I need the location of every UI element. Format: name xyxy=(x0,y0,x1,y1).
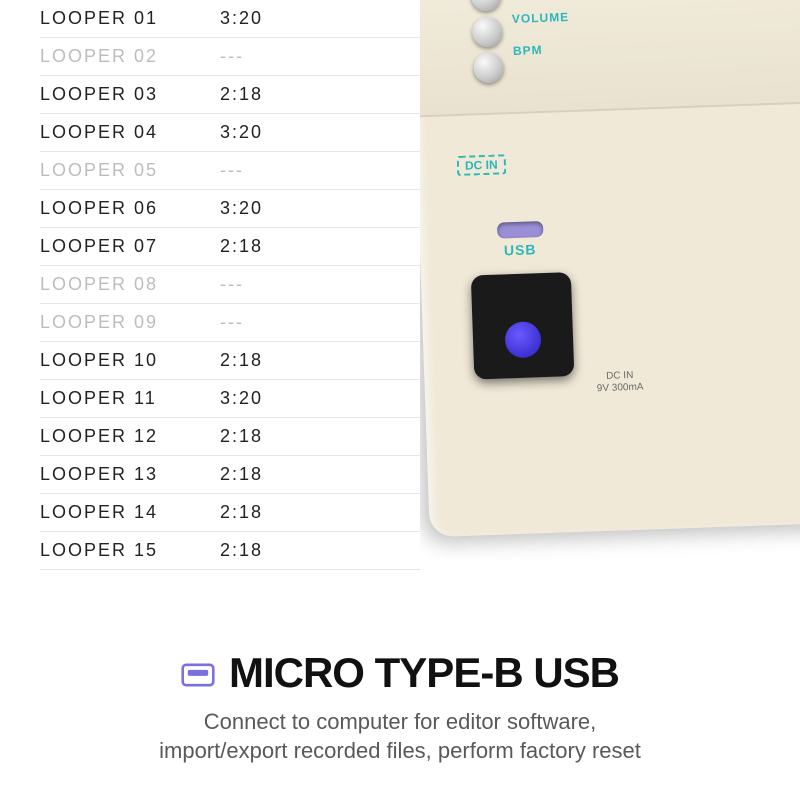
knob-bpm xyxy=(473,52,504,83)
footer-subtitle: Connect to computer for editor software,… xyxy=(0,707,800,766)
looper-name: LOOPER 02 xyxy=(40,46,220,67)
looper-row: LOOPER 152:18 xyxy=(40,532,420,570)
looper-row: LOOPER 013:20 xyxy=(40,0,420,38)
dc-in-label: DC IN xyxy=(457,154,506,176)
looper-name: LOOPER 06 xyxy=(40,198,220,219)
looper-row: LOOPER 072:18 xyxy=(40,228,420,266)
footer-sub-line: Connect to computer for editor software, xyxy=(204,709,597,734)
usb-icon xyxy=(181,649,215,697)
looper-row: LOOPER 02--- xyxy=(40,38,420,76)
footswitch xyxy=(471,272,575,379)
footer-sub-line: import/export recorded files, perform fa… xyxy=(159,738,641,763)
looper-name: LOOPER 15 xyxy=(40,540,220,561)
looper-list: LOOPER 013:20LOOPER 02---LOOPER 032:18LO… xyxy=(40,0,420,570)
knob-volume xyxy=(472,16,503,47)
knob-column xyxy=(470,0,504,83)
looper-time: 3:20 xyxy=(220,388,263,409)
looper-name: LOOPER 14 xyxy=(40,502,220,523)
looper-name: LOOPER 11 xyxy=(40,388,220,409)
looper-row: LOOPER 05--- xyxy=(40,152,420,190)
looper-time: 2:18 xyxy=(220,350,263,371)
looper-time: 3:20 xyxy=(220,122,263,143)
looper-time: 2:18 xyxy=(220,464,263,485)
looper-row: LOOPER 08--- xyxy=(40,266,420,304)
looper-row: LOOPER 113:20 xyxy=(40,380,420,418)
knob-label: VOLUME xyxy=(512,10,570,26)
looper-row: LOOPER 09--- xyxy=(40,304,420,342)
looper-row: LOOPER 043:20 xyxy=(40,114,420,152)
looper-time: 2:18 xyxy=(220,502,263,523)
looper-time: --- xyxy=(220,160,244,181)
looper-name: LOOPER 12 xyxy=(40,426,220,447)
looper-time: 2:18 xyxy=(220,426,263,447)
looper-time: 2:18 xyxy=(220,236,263,257)
looper-row: LOOPER 032:18 xyxy=(40,76,420,114)
looper-name: LOOPER 01 xyxy=(40,8,220,29)
knob-select xyxy=(471,0,502,11)
looper-name: LOOPER 05 xyxy=(40,160,220,181)
footer-title-row: MICRO TYPE-B USB xyxy=(181,649,619,697)
looper-name: LOOPER 07 xyxy=(40,236,220,257)
looper-time: 2:18 xyxy=(220,84,263,105)
looper-row: LOOPER 102:18 xyxy=(40,342,420,380)
looper-name: LOOPER 09 xyxy=(40,312,220,333)
looper-time: --- xyxy=(220,312,244,333)
looper-row: LOOPER 122:18 xyxy=(40,418,420,456)
usb-port xyxy=(497,221,544,239)
pedal-top-face: SELECT VOLUME BPM xyxy=(420,0,800,117)
footer-title: MICRO TYPE-B USB xyxy=(229,649,619,697)
looper-time: 3:20 xyxy=(220,198,263,219)
dc-spec-line: 9V 300mA xyxy=(597,382,644,396)
product-photo: RCLE SELECT VOLUME BPM DC IN USB DC IN 9… xyxy=(420,0,800,560)
pedal-body: RCLE SELECT VOLUME BPM DC IN USB DC IN 9… xyxy=(420,0,800,537)
looper-time: 2:18 xyxy=(220,540,263,561)
looper-time: 3:20 xyxy=(220,8,263,29)
usb-label: USB xyxy=(504,241,537,258)
dc-spec: DC IN 9V 300mA xyxy=(596,370,644,396)
looper-time: --- xyxy=(220,46,244,67)
looper-name: LOOPER 13 xyxy=(40,464,220,485)
looper-name: LOOPER 03 xyxy=(40,84,220,105)
looper-row: LOOPER 142:18 xyxy=(40,494,420,532)
knob-label: BPM xyxy=(513,42,571,58)
looper-row: LOOPER 132:18 xyxy=(40,456,420,494)
looper-name: LOOPER 04 xyxy=(40,122,220,143)
footer: MICRO TYPE-B USB Connect to computer for… xyxy=(0,649,800,766)
looper-row: LOOPER 063:20 xyxy=(40,190,420,228)
looper-name: LOOPER 08 xyxy=(40,274,220,295)
looper-time: --- xyxy=(220,274,244,295)
knob-labels: SELECT VOLUME BPM xyxy=(511,0,571,58)
looper-name: LOOPER 10 xyxy=(40,350,220,371)
